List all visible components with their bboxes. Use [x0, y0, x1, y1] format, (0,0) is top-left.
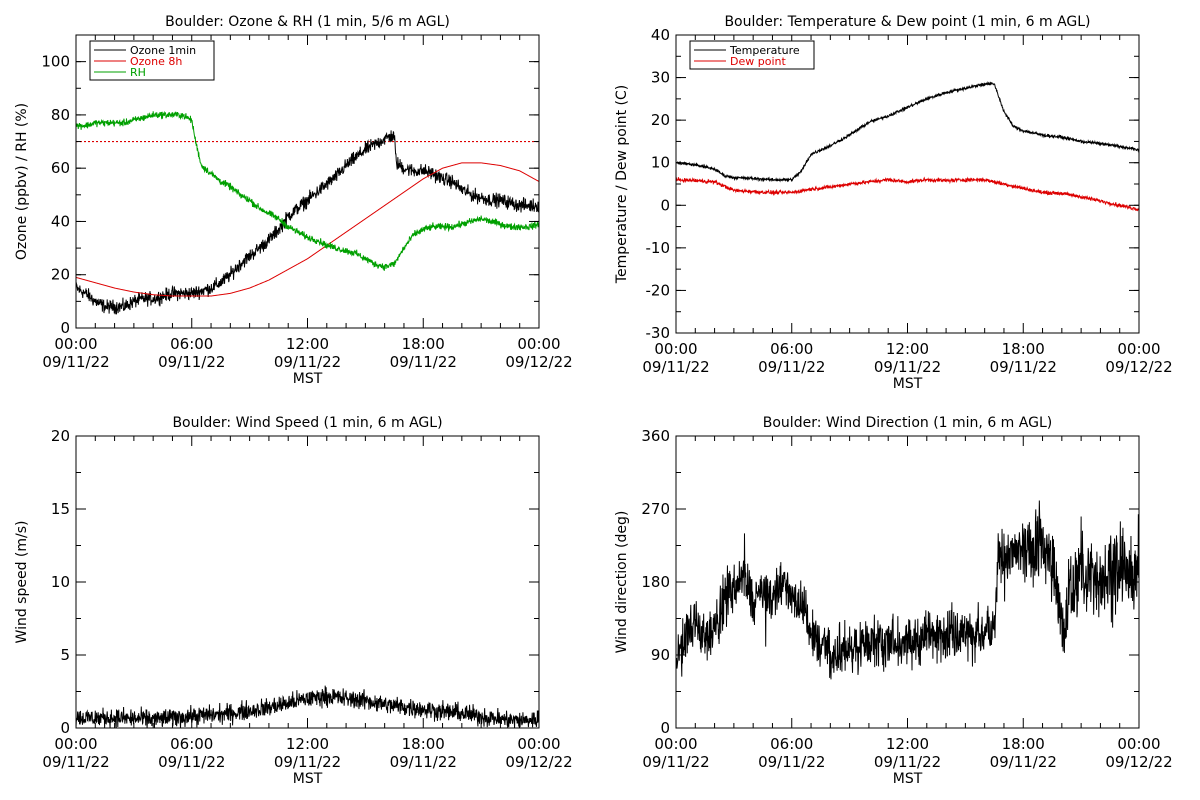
x-tick-time: 00:00: [517, 735, 560, 753]
y-tick-label: 20: [51, 266, 70, 284]
x-tick-date: 09/11/22: [390, 353, 457, 371]
chart-title: Boulder: Temperature & Dew point (1 min,…: [724, 14, 1090, 30]
x-tick-date: 09/11/22: [874, 358, 941, 376]
series-line-2: [676, 176, 1139, 212]
legend-entry: Temperature: [729, 44, 800, 57]
y-tick-label: 40: [651, 26, 670, 44]
x-tick-time: 06:00: [770, 340, 813, 358]
x-tick-date: 09/11/22: [390, 753, 457, 771]
chart-title: Boulder: Wind Direction (1 min, 6 m AGL): [763, 415, 1052, 431]
x-tick-date: 09/12/22: [1105, 753, 1172, 771]
y-tick-label: 0: [660, 196, 670, 214]
y-axis-label: Wind speed (m/s): [14, 521, 30, 644]
legend-entry: Ozone 8h: [130, 55, 182, 68]
x-tick-time: 00:00: [517, 335, 560, 353]
x-tick-date: 09/11/22: [158, 753, 225, 771]
x-tick-time: 00:00: [1117, 340, 1160, 358]
y-tick-label: 20: [51, 427, 70, 445]
x-axis-label: MST: [893, 771, 923, 787]
y-tick-label: 5: [60, 646, 70, 664]
y-tick-label: -10: [646, 239, 671, 257]
y-tick-label: 60: [51, 159, 70, 177]
chart-title: Boulder: Ozone & RH (1 min, 5/6 m AGL): [165, 14, 450, 30]
x-tick-date: 09/11/22: [990, 753, 1057, 771]
series-line-1: [676, 81, 1139, 183]
x-tick-time: 18:00: [402, 735, 445, 753]
x-tick-date: 09/12/22: [505, 753, 572, 771]
y-axis-label: Temperature / Dew point (C): [614, 85, 630, 284]
x-tick-date: 09/11/22: [42, 353, 109, 371]
legend-entry: Ozone 1min: [130, 44, 196, 57]
chart-panel-3: Boulder: Wind Speed (1 min, 6 m AGL) 0 5 10…: [14, 415, 573, 787]
y-tick-label: 10: [651, 154, 670, 172]
y-tick-label: 360: [641, 427, 670, 445]
chart-panel-1: Boulder: Ozone & RH (1 min, 5/6 m AGL) 0 2…: [14, 14, 573, 387]
y-tick-label: 90: [651, 646, 670, 664]
series-line-2: [76, 162, 539, 297]
x-tick-time: 06:00: [770, 735, 813, 753]
x-tick-time: 18:00: [402, 335, 445, 353]
x-tick-date: 09/11/22: [274, 753, 341, 771]
y-tick-label: 180: [641, 573, 670, 591]
y-axis-label: Ozone (ppbv) / RH (%): [14, 103, 30, 260]
legend-entry: RH: [130, 66, 146, 79]
y-tick-label: 20: [651, 111, 670, 129]
plot-frame: [75, 435, 540, 729]
series-line-1: [676, 500, 1139, 680]
x-axis-label: MST: [293, 771, 323, 787]
x-tick-date: 09/11/22: [642, 358, 709, 376]
x-tick-time: 00:00: [54, 335, 97, 353]
x-tick-date: 09/11/22: [758, 753, 825, 771]
x-tick-date: 09/11/22: [42, 753, 109, 771]
y-tick-label: 0: [60, 319, 70, 337]
y-tick-label: 30: [651, 69, 670, 87]
x-tick-date: 09/11/22: [158, 353, 225, 371]
legend-entry: Dew point: [730, 55, 786, 68]
x-tick-time: 06:00: [170, 735, 213, 753]
x-tick-time: 12:00: [286, 335, 329, 353]
x-tick-date: 09/11/22: [758, 358, 825, 376]
x-tick-date: 09/12/22: [505, 353, 572, 371]
series-line-3: [76, 110, 539, 271]
x-tick-date: 09/12/22: [1105, 358, 1172, 376]
x-tick-time: 00:00: [654, 735, 697, 753]
x-tick-date: 09/11/22: [874, 753, 941, 771]
y-tick-label: 40: [51, 212, 70, 230]
y-tick-label: -30: [646, 324, 671, 342]
plot-frame: [675, 34, 1140, 334]
chart-panel-2: Boulder: Temperature & Dew point (1 min,…: [614, 14, 1173, 392]
chart-title: Boulder: Wind Speed (1 min, 6 m AGL): [172, 415, 442, 431]
series-line-1: [76, 130, 539, 315]
y-axis-label: Wind direction (deg): [614, 511, 630, 654]
x-tick-time: 00:00: [654, 340, 697, 358]
x-axis-label: MST: [293, 371, 323, 387]
x-tick-date: 09/11/22: [642, 753, 709, 771]
y-tick-label: 80: [51, 106, 70, 124]
x-tick-date: 09/11/22: [990, 358, 1057, 376]
chart-panel-4: Boulder: Wind Direction (1 min, 6 m AGL)…: [614, 415, 1173, 787]
x-tick-time: 06:00: [170, 335, 213, 353]
x-tick-date: 09/11/22: [274, 353, 341, 371]
x-axis-label: MST: [893, 376, 923, 392]
y-tick-label: 270: [641, 500, 670, 518]
x-tick-time: 12:00: [286, 735, 329, 753]
y-tick-label: 10: [51, 573, 70, 591]
series-line-1: [76, 685, 539, 728]
y-tick-label: 15: [51, 500, 70, 518]
y-tick-label: 0: [60, 719, 70, 737]
x-tick-time: 00:00: [54, 735, 97, 753]
x-tick-time: 18:00: [1002, 735, 1045, 753]
x-tick-time: 00:00: [1117, 735, 1160, 753]
x-tick-time: 18:00: [1002, 340, 1045, 358]
y-tick-label: -20: [646, 281, 671, 299]
x-tick-time: 12:00: [886, 340, 929, 358]
x-tick-time: 12:00: [886, 735, 929, 753]
y-tick-label: 100: [41, 53, 70, 71]
y-tick-label: 0: [660, 719, 670, 737]
